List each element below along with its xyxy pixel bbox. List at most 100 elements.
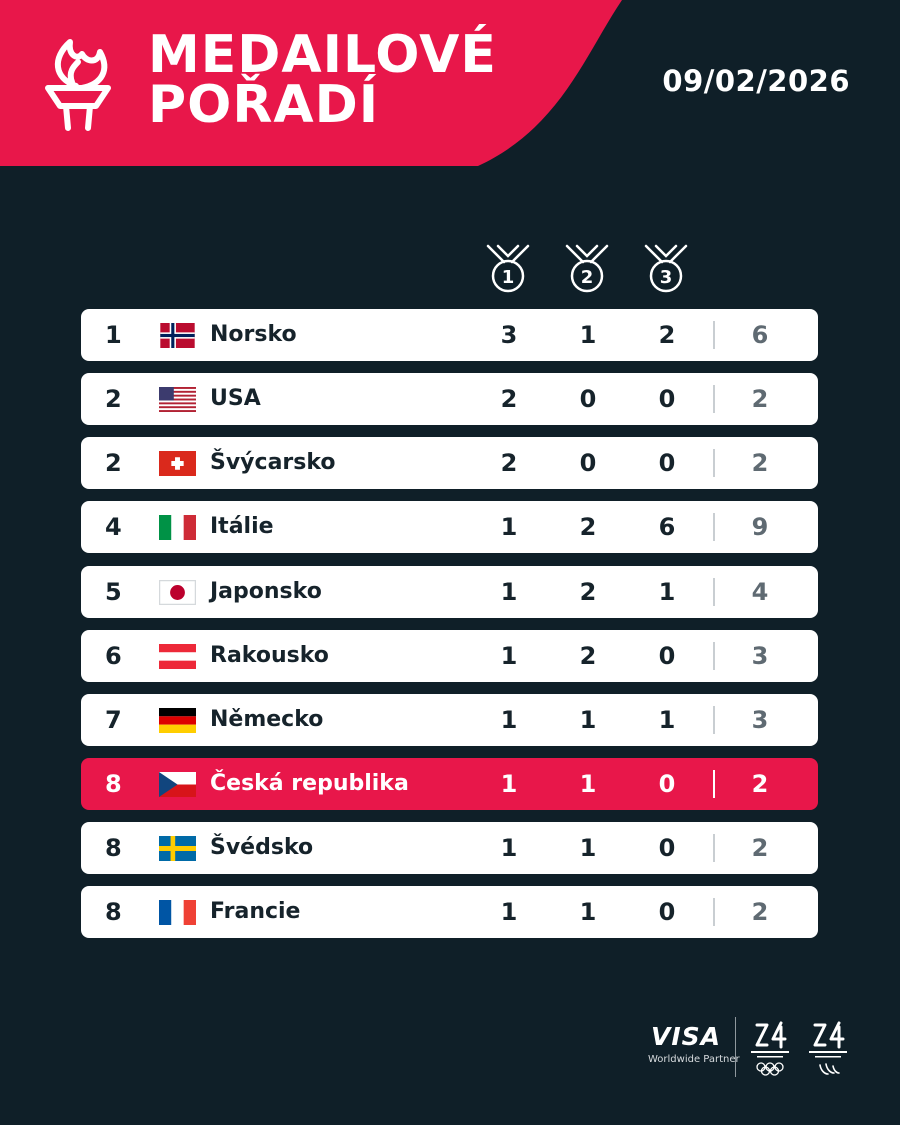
table-row: 1 Norsko 3 1 2 6 — [81, 309, 818, 361]
visa-logo: VISA — [651, 1022, 722, 1051]
bronze-count: 0 — [658, 385, 676, 413]
column-separator — [713, 834, 715, 862]
flag-sweden-icon — [159, 836, 196, 861]
gold-count: 2 — [500, 385, 518, 413]
rank-cell: 2 — [105, 385, 122, 413]
gold-count: 1 — [500, 642, 518, 670]
gold-count: 1 — [500, 578, 518, 606]
column-separator — [713, 770, 715, 798]
column-separator — [713, 898, 715, 926]
rank-cell: 6 — [105, 642, 122, 670]
total-count: 9 — [751, 513, 769, 541]
title-line-1: MEDAILOVÉ — [148, 25, 497, 85]
total-count: 2 — [751, 385, 769, 413]
rank-cell: 1 — [105, 321, 122, 349]
country-name: USA — [210, 386, 261, 411]
bronze-count: 0 — [658, 770, 676, 798]
gold-count: 1 — [500, 706, 518, 734]
table-row: 4 Itálie 1 2 6 9 — [81, 501, 818, 553]
total-count: 2 — [751, 770, 769, 798]
silver-count: 0 — [579, 449, 597, 477]
column-separator — [713, 578, 715, 606]
bronze-count: 0 — [658, 642, 676, 670]
silver-count: 2 — [579, 578, 597, 606]
table-row: 5 Japonsko 1 2 1 4 — [81, 566, 818, 618]
table-row: 2 Švýcarsko 2 0 0 2 — [81, 437, 818, 489]
silver-count: 2 — [579, 513, 597, 541]
silver-count: 0 — [579, 385, 597, 413]
header-banner — [0, 0, 622, 166]
rank-cell: 8 — [105, 834, 122, 862]
country-name: Německo — [210, 707, 324, 732]
country-name: Norsko — [210, 322, 297, 347]
table-row: 7 Německo 1 1 1 3 — [81, 694, 818, 746]
table-row: 8 Švédsko 1 1 0 2 — [81, 822, 818, 874]
bronze-count: 1 — [658, 578, 676, 606]
country-name: Česká republika — [210, 771, 409, 796]
column-separator — [713, 449, 715, 477]
silver-count: 1 — [579, 770, 597, 798]
column-separator — [713, 706, 715, 734]
country-name: Japonsko — [210, 579, 322, 604]
title-line-2: POŘADÍ — [148, 75, 380, 135]
medal-rank-3: 3 — [660, 267, 673, 288]
table-row-highlighted: 8 Česká republika 1 1 0 2 — [81, 758, 818, 810]
visa-partner-label: Worldwide Partner — [648, 1054, 740, 1065]
column-separator — [713, 513, 715, 541]
gold-count: 3 — [500, 321, 518, 349]
flag-germany-icon — [159, 708, 196, 733]
silver-count: 1 — [579, 834, 597, 862]
country-name: Švýcarsko — [210, 450, 336, 475]
total-count: 6 — [751, 321, 769, 349]
flag-france-icon — [159, 900, 196, 925]
flag-japan-icon — [159, 580, 196, 605]
total-count: 3 — [751, 642, 769, 670]
rank-cell: 4 — [105, 513, 122, 541]
bronze-count: 2 — [658, 321, 676, 349]
silver-count: 1 — [579, 321, 597, 349]
page-title: MEDAILOVÉ POŘADÍ — [148, 25, 497, 135]
country-name: Rakousko — [210, 643, 329, 668]
medal-rank-2: 2 — [581, 267, 594, 288]
gold-count: 1 — [500, 513, 518, 541]
flag-italy-icon — [159, 515, 196, 540]
total-count: 2 — [751, 898, 769, 926]
gold-medal-icon: 1 — [486, 244, 530, 293]
table-row: 8 Francie 1 1 0 2 — [81, 886, 818, 938]
silver-medal-icon: 2 — [565, 244, 609, 293]
flag-usa-icon — [159, 387, 196, 412]
gold-count: 1 — [500, 770, 518, 798]
footer-logos: VISA Worldwide Partner — [640, 1012, 860, 1082]
silver-count: 2 — [579, 642, 597, 670]
gold-count: 1 — [500, 834, 518, 862]
total-count: 4 — [751, 578, 769, 606]
country-name: Švédsko — [210, 835, 314, 860]
flag-czechia-icon — [159, 772, 196, 797]
country-name: Itálie — [210, 514, 274, 539]
bronze-count: 1 — [658, 706, 676, 734]
table-row: 6 Rakousko 1 2 0 3 — [81, 630, 818, 682]
country-name: Francie — [210, 899, 301, 924]
milano-cortina-paralympic-logo — [809, 1021, 847, 1075]
bronze-medal-icon: 3 — [644, 244, 688, 293]
gold-count: 2 — [500, 449, 518, 477]
column-separator — [713, 642, 715, 670]
rank-cell: 2 — [105, 449, 122, 477]
rank-cell: 7 — [105, 706, 122, 734]
footer-divider — [735, 1017, 736, 1077]
column-separator — [713, 321, 715, 349]
bronze-count: 0 — [658, 449, 676, 477]
gold-count: 1 — [500, 898, 518, 926]
bronze-count: 0 — [658, 898, 676, 926]
flag-switzerland-icon — [159, 451, 196, 476]
bronze-count: 6 — [658, 513, 676, 541]
silver-count: 1 — [579, 706, 597, 734]
rank-cell: 5 — [105, 578, 122, 606]
silver-count: 1 — [579, 898, 597, 926]
total-count: 3 — [751, 706, 769, 734]
flag-norway-icon — [160, 323, 195, 348]
flag-austria-icon — [159, 644, 196, 669]
medal-rank-1: 1 — [502, 267, 515, 288]
rank-cell: 8 — [105, 770, 122, 798]
bronze-count: 0 — [658, 834, 676, 862]
